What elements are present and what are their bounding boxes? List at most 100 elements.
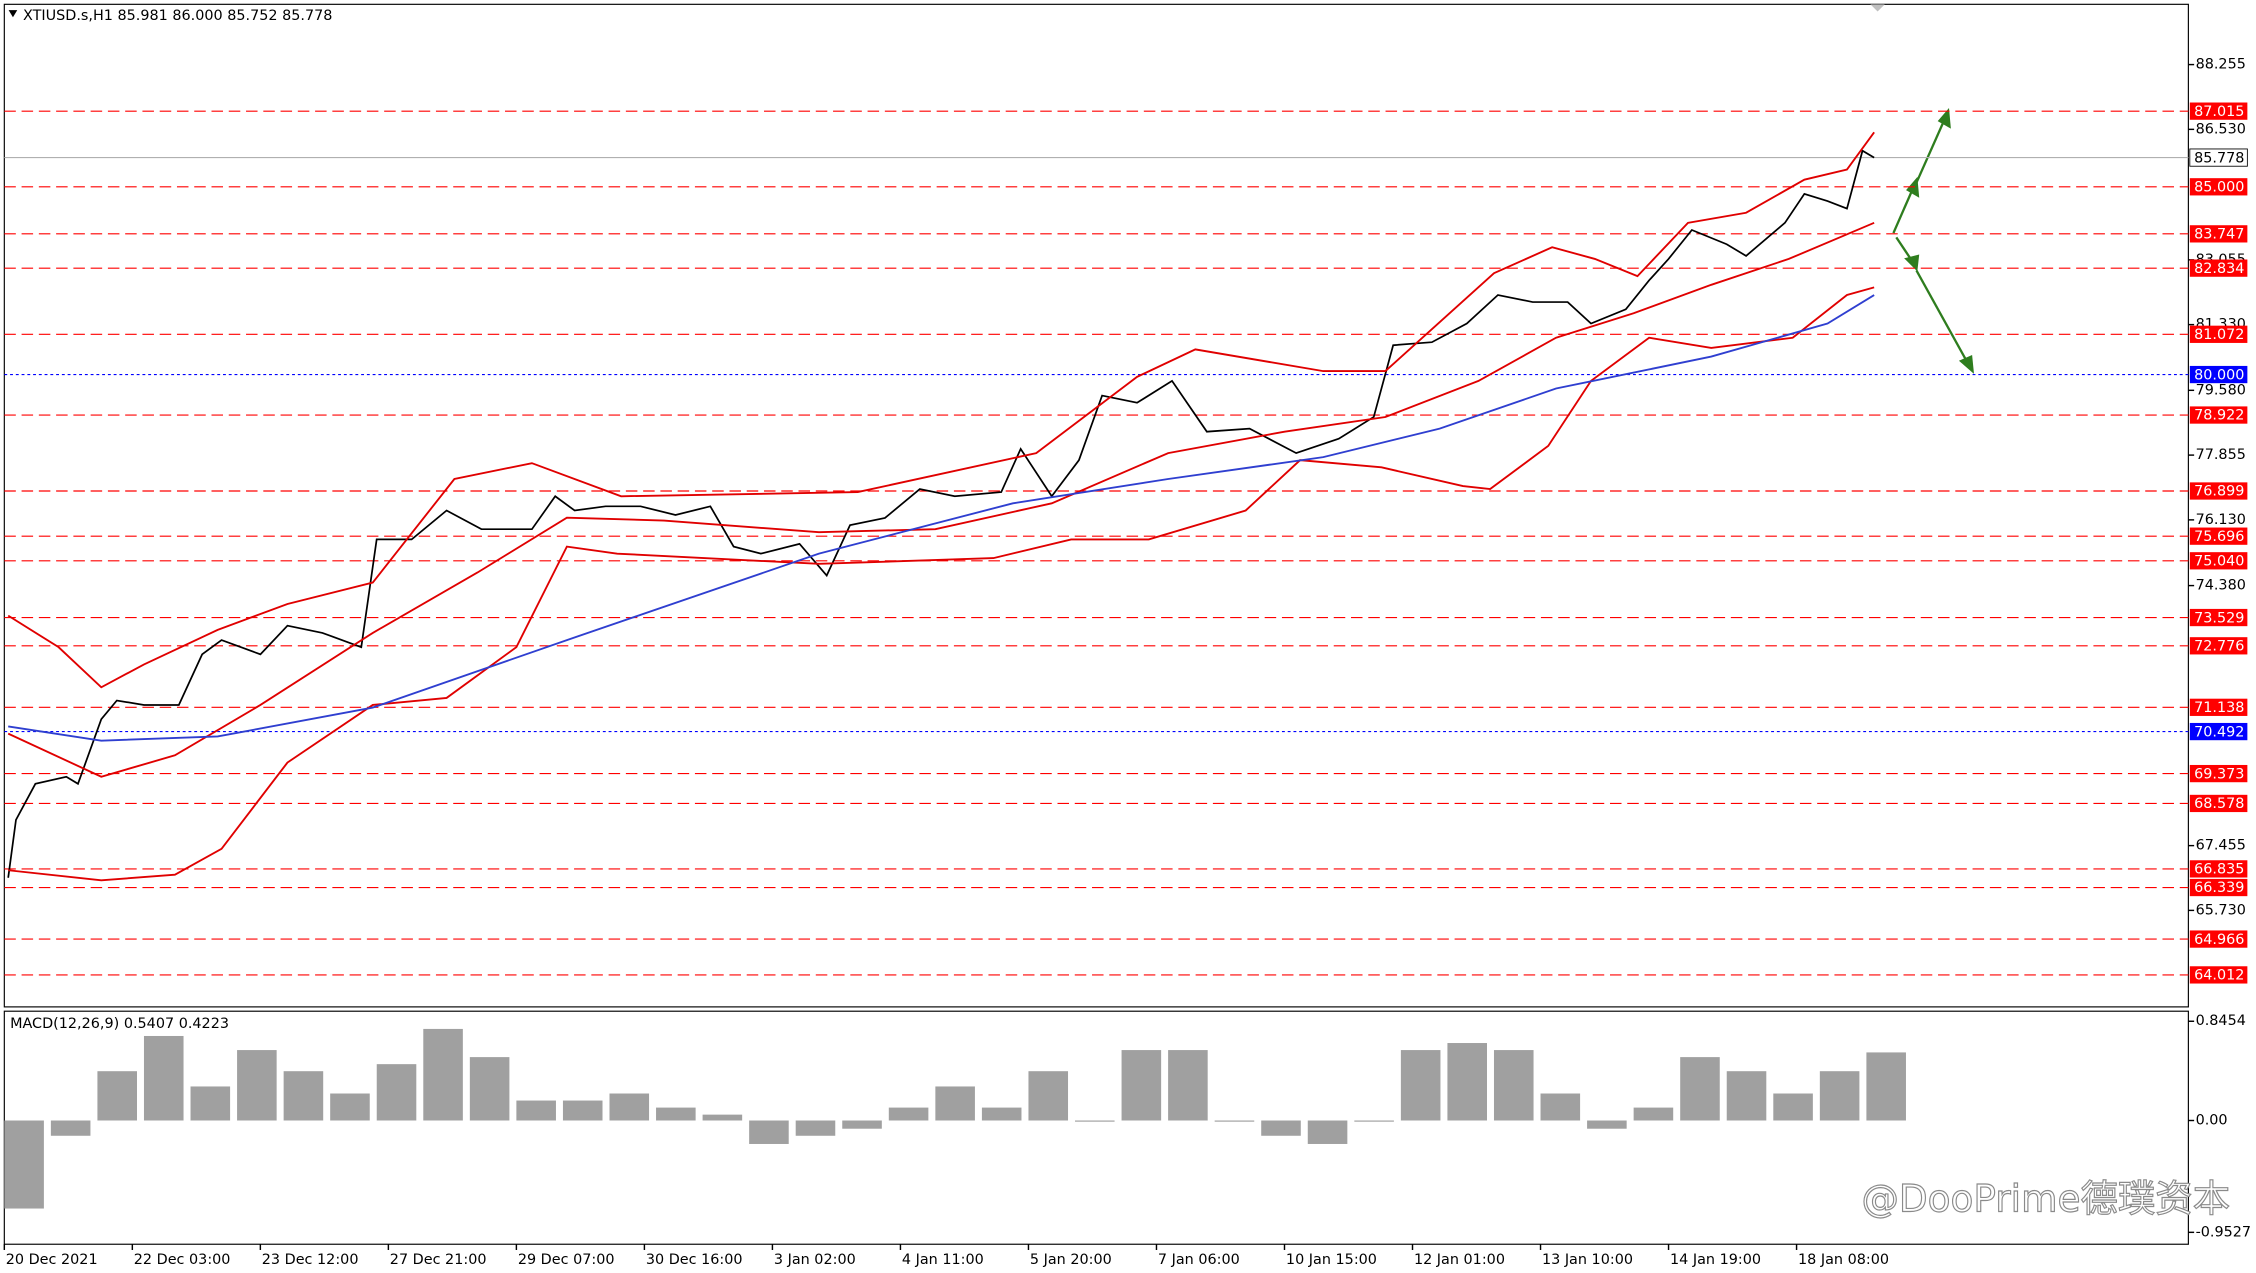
macd-bar: [1121, 1050, 1162, 1121]
level-box: [2189, 860, 2248, 878]
y-tick-label: 0.00: [2196, 1113, 2228, 1129]
x-tick-label: 27 Dec 21:00: [390, 1252, 487, 1268]
macd-bar: [1075, 1120, 1115, 1122]
macd-bar: [562, 1100, 603, 1121]
macd-bar: [516, 1100, 556, 1121]
macd-bar: [1447, 1043, 1487, 1121]
macd-bar: [1819, 1071, 1860, 1121]
arrows: [1892, 107, 1974, 374]
y-tick-label: 88.255: [2196, 57, 2246, 73]
macd-bar: [1028, 1071, 1069, 1121]
level-label: 64.012: [2194, 968, 2244, 984]
series-line: [8, 286, 1875, 882]
macd-bar: [749, 1120, 789, 1144]
level-box: [2189, 878, 2248, 897]
macd-bar: [888, 1107, 929, 1121]
macd-bar: [469, 1057, 510, 1121]
macd-bar: [190, 1086, 231, 1121]
y-tick-label: 79.580: [2196, 382, 2246, 398]
price-panel: [3, 3, 2189, 1008]
y-tick-label: 77.855: [2196, 447, 2246, 463]
y-tick-label: 74.380: [2196, 578, 2246, 594]
macd-bar: [1168, 1050, 1208, 1121]
level-label: 66.339: [2194, 880, 2244, 896]
last-price-box: [2189, 148, 2248, 167]
macd-bar: [981, 1107, 1022, 1121]
macd-bar: [423, 1028, 463, 1121]
chart-title: XTIUSD.s,H1 85.981 86.000 85.752 85.778: [23, 8, 332, 24]
arrow-head: [1958, 355, 1974, 374]
macd-bar: [97, 1071, 137, 1121]
level-label: 69.373: [2194, 766, 2244, 782]
macd-bar: [609, 1093, 650, 1121]
macd-bar: [1400, 1050, 1441, 1121]
level-box: [2189, 178, 2248, 196]
macd-bar: [1214, 1120, 1255, 1122]
macd-bar: [1726, 1071, 1767, 1121]
x-tick-label: 13 Jan 10:00: [1542, 1252, 1633, 1268]
x-tick-label: 18 Jan 08:00: [1798, 1252, 1889, 1268]
level-box: [2189, 527, 2248, 545]
arrow: [1892, 186, 1915, 234]
x-tick-label: 14 Jan 19:00: [1670, 1252, 1761, 1268]
shift-marker: [1870, 4, 1885, 12]
level-label: 66.835: [2194, 862, 2244, 878]
level-box: [2189, 225, 2248, 243]
series-line: [7, 221, 1875, 778]
level-label: 82.834: [2194, 261, 2244, 277]
macd-bar: [842, 1120, 882, 1129]
y-tick-label: -0.9527: [2196, 1224, 2252, 1240]
x-tick-label: 7 Jan 06:00: [1158, 1252, 1240, 1268]
macd-bar: [1866, 1052, 1906, 1121]
level-box: [2189, 406, 2248, 424]
watermark: @DooPrime德璞资本: [1861, 1177, 2230, 1221]
macd-bar: [702, 1114, 743, 1121]
level-label: 75.040: [2194, 554, 2244, 570]
y-tick-label: 0.8454: [2196, 1013, 2246, 1029]
level-box: [2189, 794, 2248, 813]
arrow: [1915, 117, 1947, 184]
macd-bar: [656, 1107, 696, 1121]
level-label: 87.015: [2194, 104, 2244, 120]
macd-bar: [283, 1071, 324, 1121]
arrow-head: [1906, 176, 1920, 198]
level-box: [2189, 698, 2248, 716]
macd-bar: [330, 1093, 370, 1121]
macd-bar: [376, 1064, 417, 1121]
level-box: [2189, 637, 2248, 655]
macd-bar: [1680, 1057, 1720, 1121]
y-tick-label: 67.455: [2196, 838, 2246, 854]
macd-bar: [50, 1120, 91, 1136]
level-label: 70.492: [2194, 724, 2244, 740]
level-box: [2189, 365, 2248, 384]
level-box: [2189, 764, 2248, 783]
macd-bar: [1587, 1120, 1627, 1129]
level-label: 83.747: [2194, 227, 2244, 243]
x-tick-label: 5 Jan 20:00: [1030, 1252, 1112, 1268]
y-tick-label: 65.730: [2196, 902, 2246, 918]
level-box: [2189, 102, 2248, 120]
level-box: [2189, 552, 2248, 570]
level-label: 75.696: [2194, 529, 2244, 545]
macd-bar: [1773, 1093, 1813, 1121]
series-line: [8, 294, 1875, 742]
last-price-label: 85.778: [2194, 150, 2244, 166]
x-tick-label: 10 Jan 15:00: [1286, 1252, 1377, 1268]
level-box: [2189, 722, 2248, 741]
menu-arrow: [8, 10, 18, 18]
series-line: [7, 131, 1875, 689]
level-label: 78.922: [2194, 408, 2244, 424]
level-label: 76.899: [2194, 484, 2244, 500]
macd-title: MACD(12,26,9) 0.5407 0.4223: [10, 1016, 229, 1032]
y-tick-label: 86.530: [2196, 121, 2246, 137]
level-label: 72.776: [2194, 639, 2244, 655]
x-tick-label: 29 Dec 07:00: [518, 1252, 615, 1268]
series-line: [7, 149, 1875, 878]
macd-bar: [1261, 1120, 1301, 1136]
x-tick-label: 3 Jan 02:00: [774, 1252, 856, 1268]
macd-bar: [4, 1120, 44, 1209]
level-box: [2189, 930, 2248, 948]
x-tick-label: 12 Jan 01:00: [1414, 1252, 1505, 1268]
